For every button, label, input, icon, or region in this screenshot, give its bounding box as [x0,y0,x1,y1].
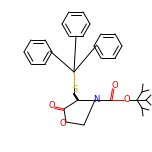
Text: S: S [72,85,78,93]
Text: O: O [60,119,66,128]
Text: O: O [49,102,55,111]
Text: N: N [93,95,99,104]
Text: O: O [112,81,118,90]
Text: O: O [124,95,130,105]
